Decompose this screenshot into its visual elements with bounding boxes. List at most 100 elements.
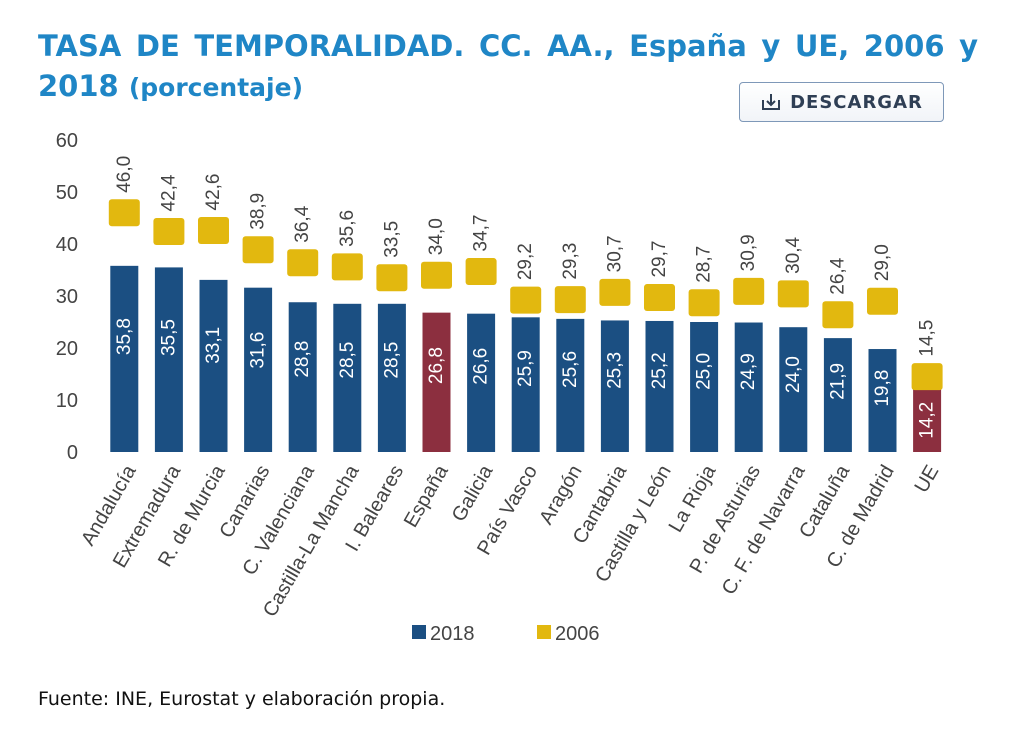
data-label-2018: 19,8 bbox=[872, 370, 893, 407]
marker-2006 bbox=[465, 258, 497, 286]
data-label-2018: 25,9 bbox=[515, 350, 536, 387]
legend: 2018 2006 bbox=[412, 623, 600, 645]
data-label-2018: 35,8 bbox=[114, 318, 135, 355]
data-label-2006: 35,6 bbox=[337, 210, 358, 247]
marker-2006 bbox=[287, 249, 319, 277]
marker-2006 bbox=[331, 253, 363, 281]
data-label-2006: 29,3 bbox=[560, 243, 581, 280]
data-label-2006: 33,5 bbox=[381, 221, 402, 258]
data-label-2006: 30,7 bbox=[604, 235, 625, 272]
data-label-2006: 46,0 bbox=[114, 156, 135, 193]
marker-2006 bbox=[644, 284, 675, 312]
y-axis: 0 10 20 30 40 50 60 bbox=[56, 130, 78, 464]
download-icon bbox=[762, 94, 781, 110]
bar-2018 bbox=[511, 317, 540, 452]
marker-2006 bbox=[911, 363, 943, 391]
data-label-2006: 14,5 bbox=[917, 320, 938, 357]
marker-2006 bbox=[599, 278, 631, 306]
marker-2006 bbox=[242, 236, 274, 264]
data-label-2006: 42,6 bbox=[203, 173, 224, 210]
data-label-2006: 38,9 bbox=[248, 193, 269, 230]
bar-2018 bbox=[422, 312, 451, 452]
bar-2018 bbox=[600, 320, 629, 452]
marker-2006 bbox=[867, 287, 898, 315]
download-label: DESCARGAR bbox=[790, 91, 923, 113]
bar-2018 bbox=[734, 322, 763, 452]
legend-swatch-2006 bbox=[537, 625, 551, 639]
y-tick-label: 0 bbox=[67, 442, 78, 464]
data-label-2018: 28,8 bbox=[292, 341, 313, 378]
data-label-2018: 26,8 bbox=[426, 347, 447, 384]
x-tick-label: Galicia bbox=[448, 461, 498, 526]
data-label-2006: 42,4 bbox=[158, 174, 179, 211]
x-tick-label: UE bbox=[910, 462, 943, 497]
bar-2018 bbox=[556, 318, 585, 452]
data-label-2006: 30,4 bbox=[783, 236, 804, 273]
bar-2018 bbox=[645, 320, 674, 452]
x-tick-label: España bbox=[400, 461, 453, 532]
legend-swatch-2018 bbox=[412, 625, 426, 639]
bar-2018 bbox=[154, 267, 183, 452]
data-label-2018: 25,2 bbox=[649, 352, 670, 389]
bar-series: 35,8 46,0 35,5 42,4 33,1 42,6 31,6 38,9 28,8 36,4… bbox=[108, 156, 943, 452]
marker-2006 bbox=[688, 289, 720, 317]
data-label-2006: 34,7 bbox=[471, 215, 492, 252]
data-label-2006: 34,0 bbox=[426, 218, 447, 255]
bar-2018 bbox=[288, 302, 317, 452]
marker-2006 bbox=[554, 286, 586, 314]
bar-2018 bbox=[199, 279, 228, 452]
data-label-2006: 26,4 bbox=[827, 257, 848, 294]
bar-2018 bbox=[467, 313, 496, 452]
marker-2006 bbox=[510, 286, 542, 314]
bar-2018 bbox=[913, 378, 942, 452]
data-label-2018: 14,2 bbox=[917, 402, 938, 439]
bar-2018 bbox=[868, 349, 897, 452]
chart-title: TASA DE TEMPORALIDAD. CC. AA., España y … bbox=[38, 26, 978, 108]
legend-label-2006: 2006 bbox=[555, 623, 600, 645]
bar-2018 bbox=[823, 338, 852, 452]
data-label-2018: 28,5 bbox=[337, 342, 358, 379]
marker-2006 bbox=[777, 280, 809, 308]
marker-2006 bbox=[733, 277, 765, 305]
data-label-2006: 29,7 bbox=[649, 241, 670, 278]
y-tick-label: 50 bbox=[56, 182, 78, 204]
y-tick-label: 30 bbox=[56, 286, 78, 308]
data-label-2018: 26,6 bbox=[471, 348, 492, 385]
chart-title-text: TASA DE TEMPORALIDAD. CC. AA., España y … bbox=[38, 29, 978, 103]
data-label-2018: 24,0 bbox=[783, 356, 804, 393]
bar-2018 bbox=[110, 265, 139, 452]
download-button[interactable]: DESCARGAR bbox=[739, 82, 944, 122]
y-tick-label: 40 bbox=[56, 234, 78, 256]
source-note: Fuente: INE, Eurostat y elaboración prop… bbox=[38, 688, 446, 710]
data-label-2018: 25,3 bbox=[604, 352, 625, 389]
legend-label-2018: 2018 bbox=[430, 623, 475, 645]
data-label-2006: 30,9 bbox=[738, 234, 759, 271]
marker-2006 bbox=[822, 301, 854, 329]
bar-2018 bbox=[779, 327, 808, 452]
marker-2006 bbox=[421, 261, 452, 289]
marker-2006 bbox=[376, 264, 408, 292]
data-label-2018: 24,9 bbox=[738, 353, 759, 390]
data-label-2006: 29,2 bbox=[515, 243, 536, 280]
marker-2006 bbox=[153, 218, 185, 246]
data-label-2018: 28,5 bbox=[381, 342, 402, 379]
chart-unit: (porcentaje) bbox=[128, 73, 303, 102]
bar-2018 bbox=[244, 287, 273, 452]
marker-2006 bbox=[198, 216, 229, 244]
data-label-2018: 33,1 bbox=[203, 327, 224, 364]
marker-2006 bbox=[108, 199, 140, 227]
data-label-2006: 36,4 bbox=[292, 205, 313, 242]
data-label-2006: 29,0 bbox=[872, 244, 893, 281]
bar-2018 bbox=[377, 303, 406, 452]
data-label-2018: 31,6 bbox=[248, 332, 269, 369]
data-label-2018: 21,9 bbox=[827, 363, 848, 400]
data-label-2018: 25,0 bbox=[694, 353, 715, 390]
y-tick-label: 60 bbox=[56, 130, 78, 152]
data-label-2018: 25,6 bbox=[560, 351, 581, 388]
data-label-2018: 35,5 bbox=[158, 319, 179, 356]
bar-2018 bbox=[690, 322, 719, 452]
bar-2018 bbox=[333, 303, 362, 452]
data-label-2006: 28,7 bbox=[694, 246, 715, 283]
